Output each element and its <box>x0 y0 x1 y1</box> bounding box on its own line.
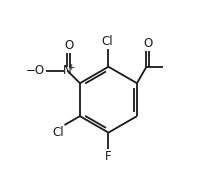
Text: N: N <box>63 64 72 77</box>
Text: O: O <box>65 39 74 52</box>
Text: F: F <box>105 150 112 163</box>
Text: −O: −O <box>26 64 45 77</box>
Text: Cl: Cl <box>52 126 64 139</box>
Text: +: + <box>67 63 75 72</box>
Text: Cl: Cl <box>102 35 113 48</box>
Text: O: O <box>144 37 153 50</box>
